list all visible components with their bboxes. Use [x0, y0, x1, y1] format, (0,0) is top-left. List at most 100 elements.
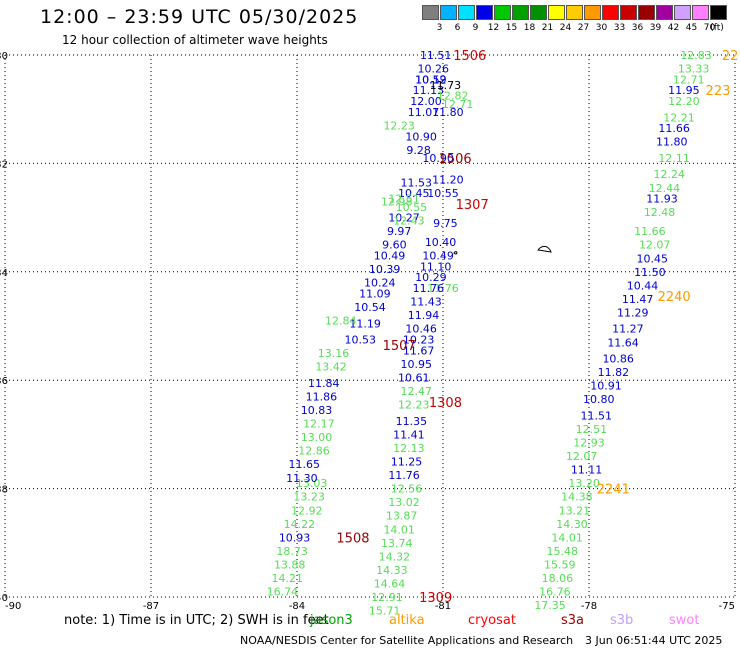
legend-label: 33 — [613, 23, 626, 33]
wave-height-label: 11.76 — [427, 282, 459, 295]
wave-height-label: 10.45 — [398, 187, 430, 200]
wave-height-label: 10.24 — [364, 277, 396, 290]
legend-swatch — [638, 5, 655, 20]
wave-height-label: 10.55 — [396, 201, 428, 214]
wave-height-label: 9.97 — [387, 225, 412, 238]
legend-label: 12 — [487, 23, 500, 33]
color-legend: 3 6 9 12 15 18 21 24 27 30 33 36 39 42 45 70 (ft) — [422, 5, 728, 35]
pass-time-label: 1508 — [336, 531, 369, 546]
wave-height-label: 12.44 — [649, 182, 681, 195]
wave-height-label: 10.53 — [345, 334, 377, 347]
wave-height-label: 11.43 — [410, 296, 442, 309]
wave-height-label: 11.76 — [413, 282, 445, 295]
wave-height-label: 10.61 — [398, 371, 430, 384]
legend-label: 3 — [436, 23, 443, 33]
wave-height-label: 10.26 — [418, 63, 450, 76]
wave-height-label: 10.40 — [425, 236, 457, 249]
wave-height-label: 12.56 — [391, 483, 423, 496]
wave-height-label: 10.46 — [405, 323, 437, 336]
legend-swatch — [656, 5, 673, 20]
lat-tick-label: -36 — [0, 376, 8, 387]
wave-height-label: 11.76 — [388, 469, 420, 482]
wave-height-label: 12.92 — [291, 504, 323, 517]
legend-swatch — [458, 5, 475, 20]
wave-height-label: 9.60 — [382, 239, 407, 252]
wave-height-label: 11.19 — [349, 317, 381, 330]
wave-height-label: 11.67 — [403, 344, 435, 357]
legend-label: 24 — [559, 23, 572, 33]
legend-label: 15 — [505, 23, 518, 33]
wave-height-label: 13.23 — [293, 491, 325, 504]
wave-height-label: 10.52 — [415, 73, 447, 86]
wave-height-label: 11.86 — [306, 390, 338, 403]
wave-height-label: 13.00 — [301, 431, 333, 444]
wave-height-label: 11.30 — [286, 472, 318, 485]
legend-label: 42 — [667, 23, 680, 33]
wave-height-label: 13.21 — [559, 504, 591, 517]
wave-height-label: 12.00 — [410, 95, 442, 108]
wave-height-label: 12.47 — [400, 385, 432, 398]
wave-height-label: 12.91 — [371, 591, 403, 604]
pass-time-label: 1307 — [456, 198, 489, 213]
wave-height-label: 11.95 — [668, 84, 700, 97]
wave-height-label: 10.29 — [415, 271, 447, 284]
wave-height-label: 14.38 — [561, 491, 593, 504]
wave-height-label: 13.42 — [315, 361, 347, 374]
wave-height-label: 17.35 — [534, 599, 566, 612]
wave-height-label: 13.02 — [388, 496, 420, 509]
legend-swatch — [620, 5, 637, 20]
wave-height-label: 10.80 — [583, 393, 615, 406]
wave-height-label: 10.54 — [354, 301, 386, 314]
wave-height-label: 14.32 — [379, 550, 411, 563]
wave-height-label: 13.16 — [318, 347, 350, 360]
legend-swatch — [530, 5, 547, 20]
wave-height-label: 11.73 — [430, 79, 462, 92]
wave-height-label: 10.45 — [637, 252, 669, 265]
lon-tick-label: -87 — [143, 601, 159, 612]
mission-altika: altika — [389, 613, 425, 628]
wave-height-label: 9.75 — [433, 217, 458, 230]
wave-height-label: 10.90 — [405, 130, 437, 143]
legend-swatch — [566, 5, 583, 20]
wave-height-label: 12.21 — [663, 111, 695, 124]
wave-height-label: 11.35 — [396, 415, 428, 428]
wave-height-label: 10.49 — [422, 250, 454, 263]
wave-height-label: 18.73 — [276, 545, 308, 558]
legend-label: 45 — [685, 23, 698, 33]
pass-time-label: 223 — [706, 84, 731, 99]
map-title: 12:00 – 23:59 UTC 05/30/2025 — [40, 6, 359, 28]
wave-height-label: 11.66 — [634, 225, 666, 238]
lon-tick-label: -81 — [435, 601, 451, 612]
wave-height-label: 11.09 — [359, 287, 391, 300]
wave-height-label: 11.53 — [400, 176, 432, 189]
wave-height-label: 10.91 — [590, 380, 622, 393]
wave-height-label: 10.49 — [374, 250, 406, 263]
wave-height-label: 14.01 — [551, 531, 583, 544]
wave-height-label: 10.44 — [627, 279, 659, 292]
wave-height-label: 10.27 — [388, 212, 420, 225]
wave-height-label: 18.06 — [542, 572, 574, 585]
footer-note: note: 1) Time is in UTC; 2) SWH is in fe… — [64, 613, 329, 628]
pass-time-label: 1506 — [453, 49, 486, 64]
wave-height-label: 16.76 — [539, 586, 571, 599]
wave-height-label: 12.17 — [303, 418, 335, 431]
wave-height-label: 10.93 — [279, 531, 311, 544]
wave-height-label: 10.86 — [602, 353, 634, 366]
wave-height-label: 11.27 — [612, 323, 644, 336]
wave-height-label: 11.20 — [432, 174, 464, 187]
wave-height-label: 14.22 — [284, 518, 316, 531]
wave-height-label: 9.28 — [406, 144, 431, 157]
wave-height-label: 11.50 — [634, 266, 666, 279]
legend-label: 9 — [472, 23, 479, 33]
lon-tick-label: -84 — [289, 601, 305, 612]
lon-tick-label: -78 — [581, 601, 597, 612]
wave-height-label: 12.93 — [573, 437, 605, 450]
legend-swatch — [602, 5, 619, 20]
wave-height-label: 11.13 — [413, 84, 445, 97]
wave-height-label: 10.95 — [400, 358, 432, 371]
lat-tick-label: -38 — [0, 485, 8, 496]
legend-swatch — [548, 5, 565, 20]
wave-height-label: 13.87 — [386, 510, 418, 523]
wave-height-label: 11.41 — [393, 428, 425, 441]
